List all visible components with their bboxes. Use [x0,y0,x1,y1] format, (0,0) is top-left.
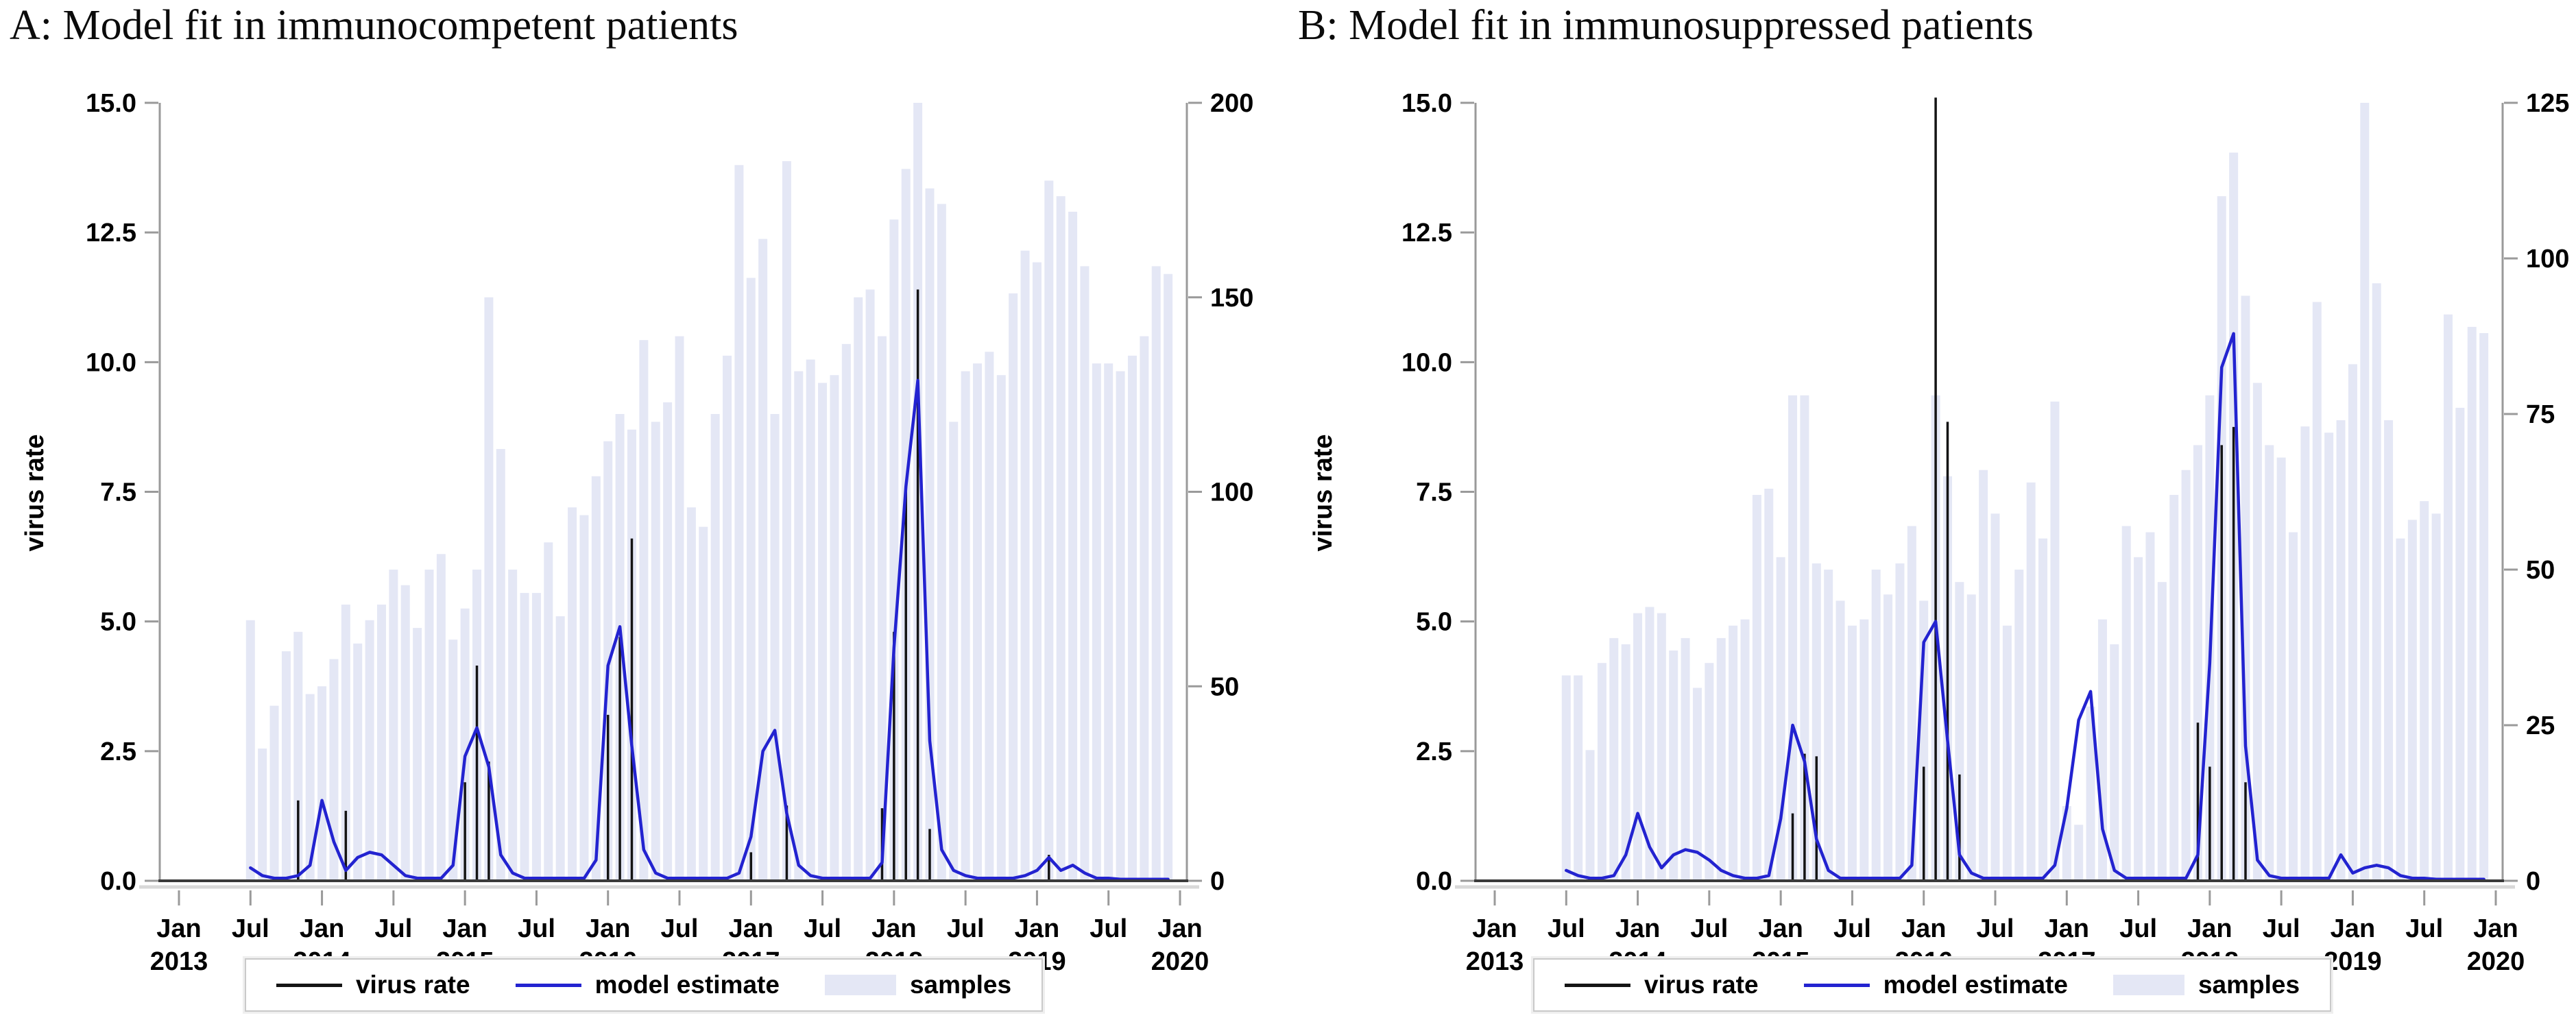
legend-a: virus rate model estimate samples [244,958,1044,1012]
tick-label: 15.0 [1401,89,1452,118]
panel-b: B: Model fit in immunosuppressed patient… [1288,0,2576,1022]
tick-label: Jan [586,914,630,943]
tick-label: 7.5 [100,478,136,507]
tick-label: 100 [1210,478,1253,507]
model-estimate-line-swatch [515,983,581,987]
tick-label: 5.0 [1416,608,1452,637]
tick-label: Jan [1615,914,1660,943]
tick-label: Jan [2187,914,2232,943]
tick-label: Jan [156,914,201,943]
tick-label: Jan [1901,914,1946,943]
tick-label: 10.0 [86,348,136,377]
legend-item-model-estimate: model estimate [1803,971,2068,999]
tick-label: Jan [442,914,487,943]
tick-label: Jul [1090,914,1127,943]
tick-label: 5.0 [100,608,136,637]
tick-label: Jul [804,914,841,943]
tick-label: 0 [1210,867,1225,896]
tick-label: Jul [374,914,412,943]
panel-a-title: A: Model fit in immunocompetent patients [10,2,738,49]
tick-label: Jul [1977,914,2014,943]
tick-label: 125 [2526,89,2569,118]
tick-label: Jan [729,914,773,943]
panel-a: A: Model fit in immunocompetent patients… [10,2,1253,1012]
tick-label: 50 [1210,672,1239,701]
tick-label: 12.5 [1401,219,1452,247]
tick-label: 0 [2526,867,2540,896]
tick-label: 150 [1210,284,1253,313]
samples-patch-swatch [824,975,896,995]
chart-a: 0.0 2.5 5.0 7.5 10.0 12.5 15.0 0 50 100 150 200 Jan 2… [86,89,1253,976]
legend-item-virus-rate: virus rate [276,971,470,999]
legend-label: virus rate [1644,971,1759,999]
legend-item-model-estimate: model estimate [515,971,780,999]
tick-label: 2019 [2324,947,2382,976]
tick-label: Jul [518,914,555,943]
tick-label: 2020 [1151,947,1209,976]
legend-item-samples: samples [2112,971,2300,999]
tick-label: Jan [2331,914,2375,943]
model-estimate-line [1565,332,2485,881]
tick-label: 25 [2526,711,2555,740]
panel-b-title: B: Model fit in immunosuppressed patient… [1298,2,2034,49]
tick-label: Jan [1015,914,1059,943]
legend-label: model estimate [1883,971,2068,999]
virus-rate-line-swatch [1564,983,1630,987]
tick-label: Jul [661,914,699,943]
model-estimate-line-swatch [1803,983,1870,987]
tick-label: Jan [1758,914,1803,943]
tick-label: Jul [2119,914,2157,943]
tick-label: Jan [2473,914,2518,943]
tick-label: 200 [1210,89,1253,118]
tick-label: 12.5 [86,219,136,247]
tick-label: Jan [300,914,344,943]
tick-label: Jul [1833,914,1871,943]
tick-label: 0.0 [1416,867,1452,896]
legend-label: samples [2198,971,2300,999]
tick-label: Jul [232,914,269,943]
tick-label: Jul [2405,914,2443,943]
tick-label: 10.0 [1401,348,1452,377]
tick-label: 75 [2526,400,2555,429]
legend-b: virus rate model estimate samples [1532,958,2332,1012]
tick-label: 2013 [150,947,208,976]
tick-label: Jan [1157,914,1202,943]
tick-label: 2020 [2467,947,2525,976]
tick-label: Jul [1690,914,1728,943]
legend-label: virus rate [355,971,470,999]
legend-label: model estimate [594,971,780,999]
tick-label: Jan [871,914,916,943]
tick-label: 7.5 [1416,478,1452,507]
tick-label: Jan [1472,914,1517,943]
model-estimate-line [249,378,1170,881]
tick-label: 0.0 [100,867,136,896]
tick-label: 15.0 [86,89,136,118]
samples-bars [245,103,1173,881]
tick-label: 2013 [1466,947,1524,976]
tick-label: 50 [2526,556,2555,585]
tick-label: Jul [2263,914,2300,943]
legend-item-virus-rate: virus rate [1564,971,1759,999]
tick-label: Jan [2045,914,2089,943]
tick-label: 2.5 [100,738,136,766]
tick-label: 100 [2526,245,2569,273]
legend-label: samples [909,971,1012,999]
chart-b: 0.0 2.5 5.0 7.5 10.0 12.5 15.0 0 25 50 75 100 125 Jan… [1401,89,2569,976]
tick-label: 2.5 [1416,738,1452,766]
samples-patch-swatch [2112,975,2184,995]
legend-item-samples: samples [824,971,1012,999]
virus-rate-spikes [1791,97,2247,880]
virus-rate-line-swatch [276,983,342,987]
tick-label: Jul [947,914,985,943]
tick-label: Jul [1548,914,1585,943]
samples-bars [1561,103,2489,881]
